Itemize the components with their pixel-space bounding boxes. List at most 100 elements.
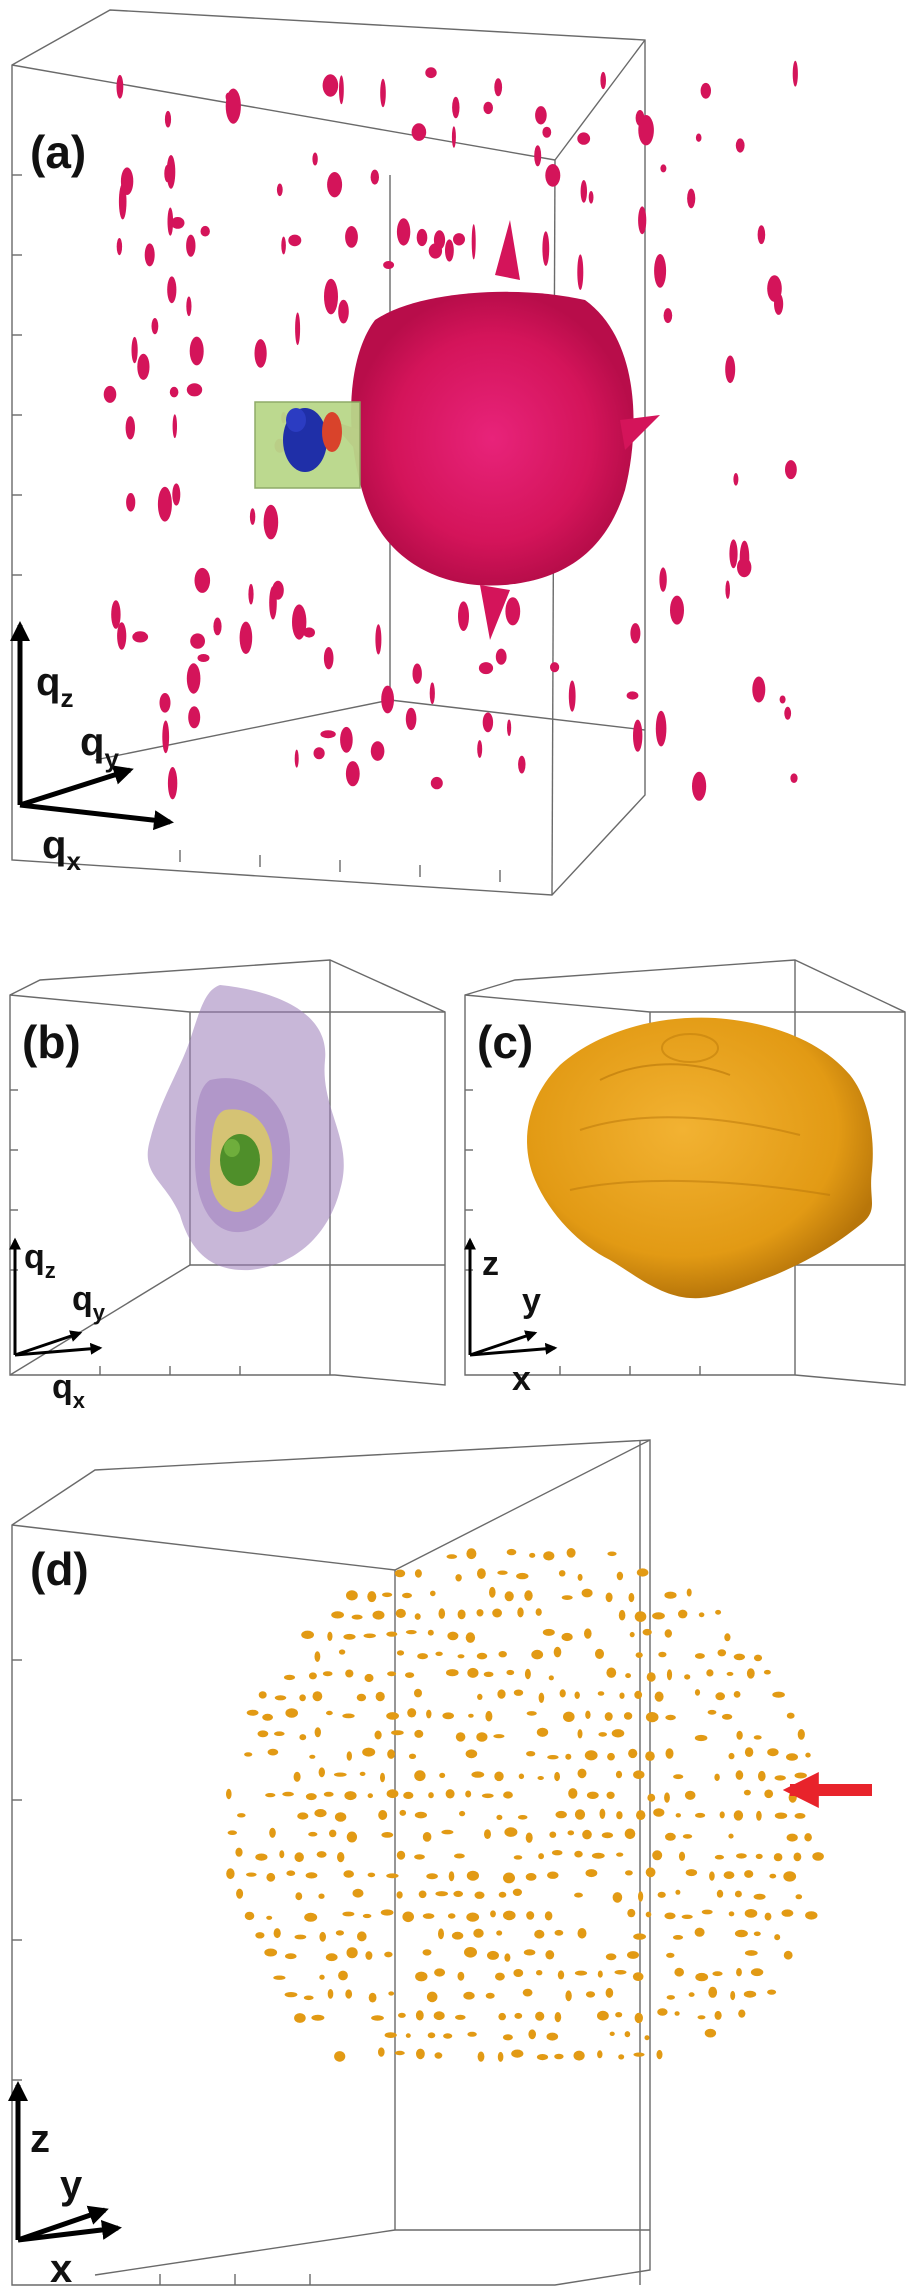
lattice-dot <box>597 2010 609 2021</box>
panel-label-c: (c) <box>477 1016 533 1068</box>
lattice-dot <box>386 1789 399 1799</box>
lattice-dot <box>734 1890 742 1898</box>
speckle-blob <box>116 74 124 99</box>
lattice-dot <box>391 1730 404 1736</box>
lattice-dot <box>694 1734 708 1742</box>
lattice-dot <box>542 1628 555 1636</box>
lattice-dot <box>634 2012 643 2024</box>
lattice-dot <box>543 1551 555 1561</box>
lattice-dot <box>517 1815 528 1820</box>
lattice-dot <box>387 1749 395 1759</box>
lattice-dot <box>753 1654 763 1662</box>
lattice-dot <box>422 1949 432 1956</box>
lattice-dot <box>783 1950 793 1960</box>
lattice-dot <box>548 1675 554 1681</box>
lattice-dot <box>709 1871 715 1881</box>
lattice-dot <box>388 1991 395 1996</box>
speckle-blob <box>303 627 315 638</box>
speckle-blob <box>416 228 428 247</box>
lattice-dot <box>772 1691 785 1698</box>
lattice-dot <box>269 1827 276 1838</box>
lattice-dot <box>367 1591 377 1603</box>
lattice-dot <box>438 1608 446 1619</box>
lattice-dot <box>442 1712 455 1720</box>
speckle-blob <box>458 601 469 631</box>
lattice-dot <box>567 1830 575 1836</box>
speckle-blob <box>477 740 483 758</box>
lattice-dot <box>477 1568 486 1579</box>
speckle-blob <box>505 597 521 626</box>
speckle-blob <box>167 767 178 800</box>
lattice-dot <box>362 1913 372 1919</box>
speckle-blob <box>428 243 443 259</box>
speckle-blob <box>151 318 159 335</box>
lattice-dot <box>384 1951 393 1958</box>
lattice-dot <box>496 1814 503 1820</box>
lattice-dot <box>303 1995 314 2001</box>
lattice-dot <box>537 1776 544 1780</box>
speckle-blob <box>194 567 211 593</box>
panel-label-b-text: (b) <box>22 1016 81 1068</box>
speckle-blob <box>785 460 797 480</box>
lattice-dot <box>764 1789 774 1799</box>
lattice-dot <box>415 1971 428 1982</box>
lattice-dot <box>684 1674 691 1680</box>
lattice-dot <box>438 1928 444 1940</box>
lattice-dot <box>758 1770 766 1782</box>
lattice-dot <box>402 1592 412 1599</box>
speckle-blob <box>254 339 267 368</box>
lattice-dot <box>728 1833 734 1839</box>
lattice-dot <box>634 1611 647 1622</box>
speckle-blob <box>370 169 379 185</box>
lattice-dot <box>485 1992 495 1999</box>
axis-z-d: z <box>30 2117 50 2161</box>
lattice-dot <box>487 1950 499 1960</box>
lattice-dot <box>750 1968 764 1977</box>
lattice-dot <box>638 1891 644 1902</box>
lattice-dot <box>577 1729 583 1739</box>
lattice-dot <box>273 1975 286 1980</box>
speckle-blob <box>125 416 135 440</box>
lattice-dot <box>574 1850 583 1858</box>
lattice-dot <box>619 1692 625 1699</box>
speckle-blob <box>164 165 171 183</box>
lattice-dot <box>767 1989 777 1995</box>
speckle-blob <box>542 231 550 266</box>
speckle-blob <box>405 707 417 731</box>
lattice-dot <box>554 1771 560 1782</box>
lattice-dot <box>606 1667 617 1678</box>
speckle-blob <box>660 164 667 173</box>
lattice-dot <box>426 1873 438 1880</box>
axis-qz-b: qz <box>24 1238 56 1283</box>
lattice-dot <box>561 1632 573 1642</box>
lattice-dot <box>584 1750 598 1761</box>
lattice-dot <box>498 1891 507 1898</box>
lattice-dot <box>625 1673 631 1679</box>
lattice-dot <box>549 1831 557 1838</box>
lattice-dot <box>665 1748 674 1759</box>
lattice-dot <box>494 1771 504 1782</box>
lattice-dot <box>664 1912 676 1920</box>
speckle-blob <box>248 583 254 605</box>
lattice-dot <box>468 1713 474 1718</box>
lattice-dot <box>506 1669 515 1676</box>
speckle-blob <box>111 600 121 629</box>
axis-qz-a: qz <box>36 660 73 713</box>
lattice-dot <box>346 1590 358 1601</box>
lattice-dot <box>316 1851 327 1858</box>
lattice-dot <box>236 1888 244 1899</box>
lattice-dot <box>526 1911 535 1920</box>
speckle-blob <box>550 662 560 673</box>
lattice-dot <box>427 1629 434 1636</box>
speckle-blob <box>478 662 494 675</box>
lattice-dot <box>435 1891 449 1897</box>
lattice-dot <box>797 1729 805 1740</box>
lattice-dot <box>717 1649 727 1657</box>
lattice-dot <box>726 1671 734 1676</box>
speckle-blob <box>412 663 422 684</box>
lattice-dot <box>455 1574 462 1582</box>
speckle-blob <box>190 633 206 649</box>
lattice-dot <box>665 1714 676 1721</box>
lattice-dot <box>459 1810 466 1817</box>
lattice-dot <box>265 1793 276 1798</box>
